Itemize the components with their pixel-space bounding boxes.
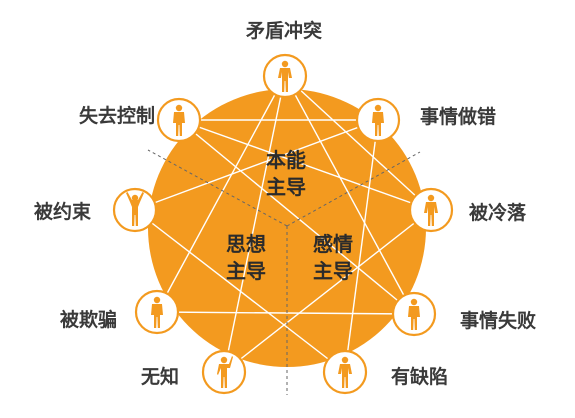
person-icon <box>126 192 144 226</box>
connection-lines <box>134 75 432 373</box>
label-neglected: 被冷落 <box>469 201 527 224</box>
person-icon <box>372 104 384 136</box>
node-defect <box>322 349 368 395</box>
node-neglected <box>408 187 454 233</box>
zone-instinct: 本能 主导 <box>266 148 306 199</box>
person-icon <box>424 194 438 226</box>
divider-right <box>286 151 421 227</box>
connection-line <box>178 119 415 315</box>
node-conflict <box>262 53 308 99</box>
connection-line <box>156 75 286 313</box>
zone-thinking: 思想 主导 <box>226 232 266 283</box>
node-wrong-things <box>355 97 401 143</box>
sector-dividers <box>147 149 421 395</box>
node-deceived <box>134 289 180 335</box>
connection-line <box>178 119 432 211</box>
zone-feeling-line1: 感情 <box>313 232 353 256</box>
connection-line <box>284 75 432 211</box>
connection-line <box>156 311 415 315</box>
label-conflict: 矛盾冲突 <box>246 19 322 42</box>
label-failure: 事情失败 <box>460 309 536 332</box>
connection-line <box>284 75 415 315</box>
node-out-of-control <box>156 97 202 143</box>
label-constrained: 被约束 <box>34 200 92 223</box>
label-deceived: 被欺骗 <box>60 308 117 331</box>
person-icon <box>151 296 163 328</box>
zone-thinking-line1: 思想 <box>226 232 266 256</box>
node-failure <box>391 291 437 337</box>
person-icon <box>338 356 352 388</box>
connection-line <box>344 119 379 373</box>
connection-line <box>223 75 286 373</box>
divider-left <box>147 149 288 227</box>
connection-line <box>134 209 346 373</box>
zone-thinking-line2: 主导 <box>226 259 266 283</box>
label-ignorance: 无知 <box>141 365 179 388</box>
node-constrained <box>112 187 158 233</box>
zone-feeling: 感情 主导 <box>313 232 353 283</box>
person-icon <box>173 104 185 136</box>
person-icon <box>217 356 233 388</box>
connection-line <box>134 119 379 211</box>
zone-instinct-line2: 主导 <box>266 175 306 199</box>
person-icon <box>408 298 420 330</box>
connection-line <box>223 209 432 373</box>
label-defect: 有缺陷 <box>391 365 448 388</box>
node-ignorance <box>201 349 247 395</box>
person-icon <box>278 60 292 92</box>
label-wrong-things: 事情做错 <box>420 105 496 128</box>
label-out-of-control: 失去控制 <box>79 104 155 127</box>
zone-feeling-line2: 主导 <box>313 259 353 283</box>
zone-instinct-line1: 本能 <box>266 148 306 172</box>
